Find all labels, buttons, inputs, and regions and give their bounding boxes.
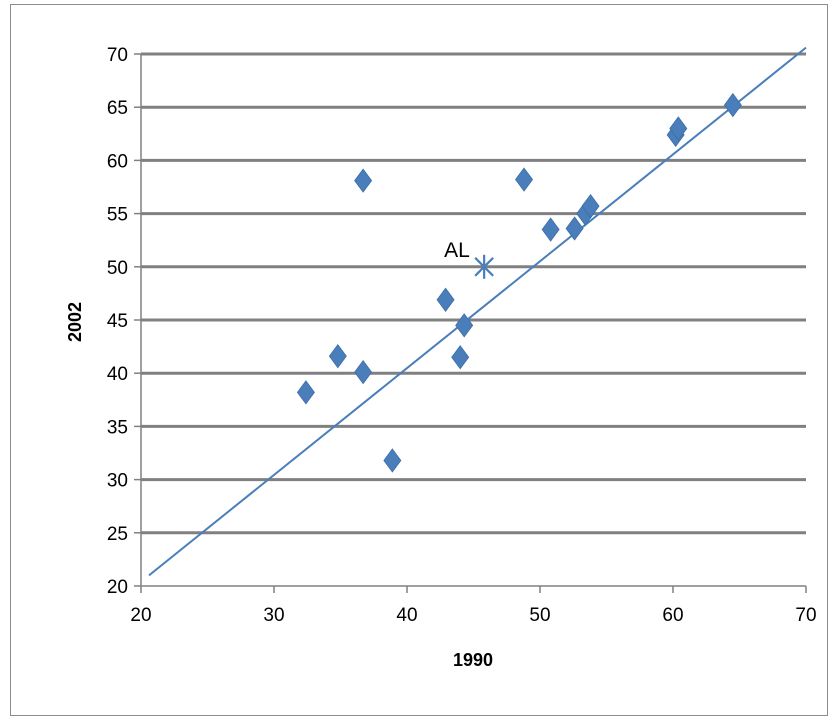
data-point-diamond <box>581 193 600 219</box>
y-tick-label: 60 <box>107 151 128 172</box>
chart-frame <box>10 4 828 716</box>
y-tick-label: 25 <box>107 524 128 545</box>
y-tick-label: 45 <box>107 311 128 332</box>
data-point-asterisk <box>474 254 494 279</box>
x-tick-label: 60 <box>662 605 683 626</box>
data-point-diamond <box>669 116 688 141</box>
data-point-diamond <box>515 167 534 192</box>
x-axis-title: 1990 <box>453 650 493 670</box>
y-tick-label: 70 <box>107 45 128 66</box>
grid-lines <box>141 52 806 535</box>
y-tick-label: 20 <box>107 577 128 598</box>
reference-line <box>148 46 807 577</box>
y-tick-label: 55 <box>107 205 128 226</box>
data-point-diamond <box>565 216 584 241</box>
x-tick-label: 70 <box>795 605 816 626</box>
data-point-diamond <box>328 344 347 369</box>
y-tick-label: 40 <box>107 364 128 385</box>
x-tick-label: 40 <box>396 605 417 626</box>
data-point-diamond <box>451 345 470 370</box>
data-point-diamond <box>354 359 373 385</box>
axes <box>134 53 807 593</box>
data-point-diamond <box>354 168 373 193</box>
data-point-label: AL <box>444 239 470 262</box>
reference-line-group <box>148 46 807 577</box>
data-point-diamond <box>455 313 474 338</box>
data-point-diamond <box>296 380 315 405</box>
y-tick-label: 35 <box>107 417 128 438</box>
y-tick-label: 65 <box>107 98 128 119</box>
x-tick-label: 30 <box>263 605 284 626</box>
data-point-diamond <box>541 217 560 242</box>
tick-labels: 20 25 30 35 40 45 50 55 60 65 70 20 30 40 50 60 70 AL <box>107 45 817 626</box>
y-tick-label: 30 <box>107 471 128 492</box>
data-point-diamond <box>383 448 402 473</box>
data-point-diamond <box>723 92 742 118</box>
y-tick-label: 50 <box>107 258 128 279</box>
x-tick-label: 20 <box>130 605 151 626</box>
data-point-diamond <box>436 287 455 312</box>
data-points <box>296 92 742 473</box>
y-axis-title: 2002 <box>65 302 85 342</box>
x-tick-label: 50 <box>529 605 550 626</box>
